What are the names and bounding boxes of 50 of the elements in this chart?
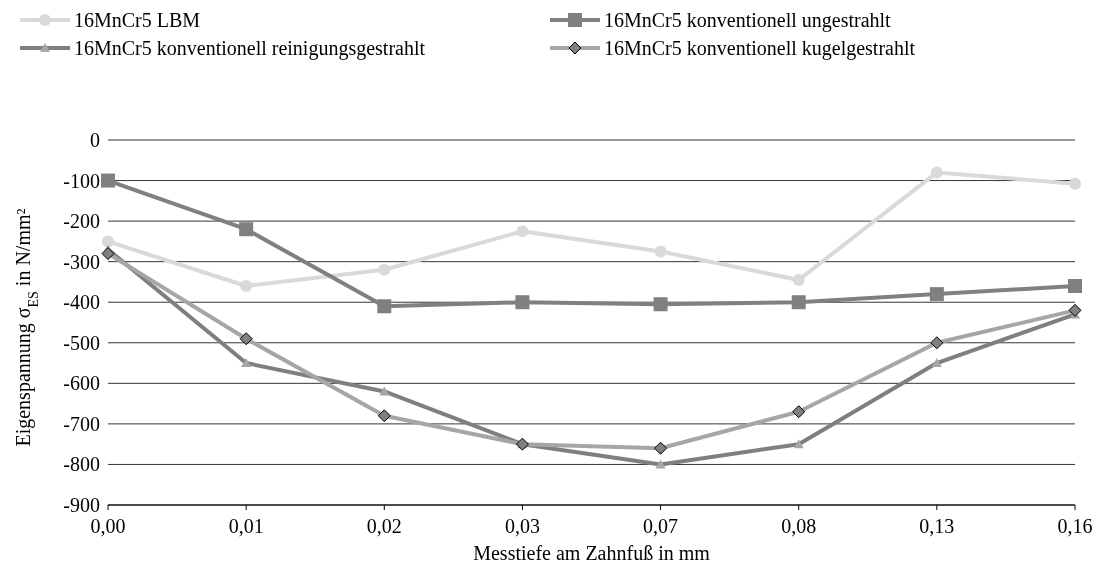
point [515,295,530,310]
point [377,409,391,423]
point [792,273,805,286]
x-tick-label: 0,01 [228,515,264,537]
point [102,235,114,248]
point [931,358,942,368]
legend-label: 16MnCr5 LBM [74,9,201,31]
legend-label: 16MnCr5 konventionell reinigungsgestrahlt [74,37,426,60]
y-tick-label: -600 [63,372,100,395]
point [930,166,943,179]
point [241,358,252,368]
point [1069,177,1081,190]
point [516,225,529,238]
point [653,297,668,312]
y-tick-label: -100 [63,169,100,192]
point [791,295,806,310]
y-tick-label: -200 [63,210,100,233]
x-tick-label: 0,03 [504,515,540,537]
x-axis-title: Messtiefe am Zahnfuß in mm [473,542,711,564]
x-tick-label: 0,02 [366,515,402,537]
x-tick-label: 0,13 [919,515,955,537]
legend-label: 16MnCr5 konventionell ungestrahlt [604,9,892,32]
y-tick-label: -700 [63,412,100,435]
y-tick-label: -900 [63,494,100,516]
point [239,332,253,346]
y-tick-label: -400 [63,291,100,314]
x-tick-label: 0,08 [781,515,817,537]
point [101,173,115,188]
y-tick-label: -300 [63,250,100,273]
legend-label: 16MnCr5 konventionell kugelgestrahlt [604,37,916,60]
point [929,287,944,302]
point [930,336,944,350]
x-tick-label: 0,07 [643,515,679,537]
x-tick-label: 0,16 [1057,515,1093,537]
point [792,405,806,419]
point [101,247,115,261]
y-tick-label: -500 [63,331,100,354]
point [239,222,254,237]
point [378,263,391,276]
point [379,386,390,396]
point [793,439,804,449]
point [1068,303,1082,317]
point [654,245,667,258]
point [240,280,253,292]
point [1068,279,1082,293]
point [654,441,668,455]
y-tick-label: 0 [90,129,100,151]
y-tick-label: -800 [63,453,100,476]
point [377,299,392,314]
x-tick-label: 0,00 [90,515,126,537]
